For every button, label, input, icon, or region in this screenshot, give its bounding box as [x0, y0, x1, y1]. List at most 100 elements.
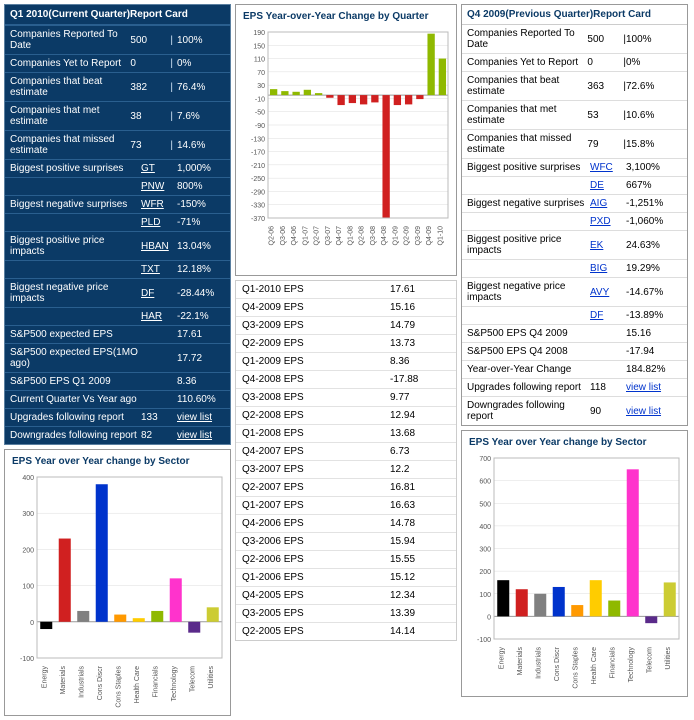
- report-row: S&P500 EPS Q4 200915.16: [462, 325, 687, 343]
- eps-row: Q1-2008 EPS13.68: [236, 425, 456, 443]
- panel-title: Q4 2009(Previous Quarter)Report Card: [462, 5, 687, 25]
- ticker-link[interactable]: HBAN: [141, 241, 169, 252]
- eps-label: Q1-2007 EPS: [242, 500, 390, 511]
- report-row: Biggest positive price impactsEK24.63%: [462, 231, 687, 260]
- svg-text:Q3-07: Q3-07: [325, 226, 332, 246]
- eps-row: Q3-2009 EPS14.79: [236, 317, 456, 335]
- row-label: Biggest negative surprises: [10, 199, 141, 210]
- report-row: Downgrades following report90view list: [462, 397, 687, 425]
- eps-value: 15.12: [390, 572, 450, 583]
- ticker-link[interactable]: AIG: [590, 198, 607, 209]
- row-label: Downgrades following report: [10, 430, 141, 441]
- row-label: S&P500 expected EPS: [10, 329, 141, 340]
- ticker-link[interactable]: GT: [141, 163, 155, 174]
- ticker-link[interactable]: EK: [590, 240, 603, 251]
- svg-text:Financials: Financials: [609, 647, 616, 679]
- eps-row: Q1-2006 EPS15.12: [236, 569, 456, 587]
- ticker-link[interactable]: DF: [141, 288, 154, 299]
- ticker-link[interactable]: WFR: [141, 199, 164, 210]
- view-list-link[interactable]: view list: [626, 406, 661, 417]
- eps-row: Q2-2005 EPS14.14: [236, 623, 456, 640]
- report-row: Biggest negative surprisesAIG-1,251%: [462, 195, 687, 213]
- svg-text:Q1-09: Q1-09: [392, 226, 399, 246]
- ticker-link[interactable]: PLD: [141, 217, 160, 228]
- svg-text:Q3-08: Q3-08: [370, 226, 377, 246]
- row-label: Companies that beat estimate: [467, 75, 587, 97]
- eps-row: Q1-2009 EPS8.36: [236, 353, 456, 371]
- eps-label: Q1-2006 EPS: [242, 572, 390, 583]
- row-label: Upgrades following report: [10, 412, 141, 423]
- row-value-2: 17.72: [177, 353, 225, 364]
- svg-text:Q4-07: Q4-07: [336, 226, 343, 246]
- ticker-link[interactable]: DE: [590, 180, 604, 191]
- ticker-link[interactable]: TXT: [141, 264, 160, 275]
- view-list-link[interactable]: view list: [177, 430, 212, 441]
- eps-label: Q1-2010 EPS: [242, 284, 390, 295]
- row-value-2: 72.6%: [626, 81, 682, 92]
- report-row: Downgrades following report82view list: [5, 426, 230, 444]
- svg-text:100: 100: [479, 592, 491, 599]
- row-value-2: 1,000%: [177, 163, 225, 174]
- svg-text:400: 400: [22, 475, 34, 482]
- row-value-2: 8.36: [177, 376, 225, 387]
- svg-text:-10: -10: [255, 96, 265, 103]
- view-list-link[interactable]: view list: [177, 412, 212, 423]
- row-value-2: -1,060%: [626, 216, 682, 227]
- chart-title: EPS Year over Year change by Sector: [9, 454, 226, 473]
- eps-label: Q3-2007 EPS: [242, 464, 390, 475]
- row-value-2: -1,251%: [626, 198, 682, 209]
- svg-text:Telecom: Telecom: [189, 666, 196, 692]
- row-value-2: 0%: [626, 57, 682, 68]
- row-label: Year-over-Year Change: [467, 364, 590, 375]
- svg-text:30: 30: [257, 83, 265, 90]
- svg-text:Technology: Technology: [628, 647, 635, 683]
- row-value-2: 76.4%: [177, 82, 225, 93]
- row-value-2: 14.6%: [177, 140, 225, 151]
- svg-text:Materials: Materials: [517, 647, 524, 676]
- view-list-link[interactable]: view list: [626, 382, 661, 393]
- report-row: S&P500 expected EPS17.61: [5, 325, 230, 343]
- svg-text:Industrials: Industrials: [78, 666, 85, 698]
- ticker-link[interactable]: PNW: [141, 181, 164, 192]
- svg-text:Financials: Financials: [152, 666, 159, 698]
- svg-text:Q1-07: Q1-07: [302, 226, 309, 246]
- svg-text:Cons Staples: Cons Staples: [115, 666, 122, 708]
- svg-text:Utilities: Utilities: [208, 666, 215, 689]
- eps-value: 12.34: [390, 590, 450, 601]
- eps-row: Q2-2006 EPS15.55: [236, 551, 456, 569]
- row-value-2: 667%: [626, 180, 682, 191]
- eps-value: 13.73: [390, 338, 450, 349]
- report-row: PLD-71%: [5, 213, 230, 231]
- report-row: Companies that beat estimate382|76.4%: [5, 72, 230, 101]
- eps-label: Q4-2007 EPS: [242, 446, 390, 457]
- eps-row: Q3-2008 EPS9.77: [236, 389, 456, 407]
- eps-value: 9.77: [390, 392, 450, 403]
- eps-label: Q2-2006 EPS: [242, 554, 390, 565]
- eps-label: Q2-2007 EPS: [242, 482, 390, 493]
- ticker-link[interactable]: BIG: [590, 263, 607, 274]
- row-value-2: 0%: [177, 58, 225, 69]
- row-value-2: 100%: [626, 34, 682, 45]
- eps-value: 14.14: [390, 626, 450, 637]
- eps-label: Q2-2009 EPS: [242, 338, 390, 349]
- eps-row: Q4-2006 EPS14.78: [236, 515, 456, 533]
- sector-chart-right: EPS Year over Year change by Sector -100…: [461, 430, 688, 697]
- eps-value: 13.39: [390, 608, 450, 619]
- svg-text:Cons Staples: Cons Staples: [572, 647, 579, 689]
- ticker-link[interactable]: WFC: [590, 162, 613, 173]
- row-value-2: 19.29%: [626, 263, 682, 274]
- ticker-link[interactable]: AVY: [590, 287, 609, 298]
- eps-value: 17.61: [390, 284, 450, 295]
- report-row: Companies Reported To Date500|100%: [462, 25, 687, 54]
- eps-history-list: Q1-2010 EPS17.61Q4-2009 EPS15.16Q3-2009 …: [235, 280, 457, 641]
- report-row: Biggest negative surprisesWFR-150%: [5, 195, 230, 213]
- ticker-link[interactable]: PXD: [590, 216, 611, 227]
- ticker-link[interactable]: HAR: [141, 311, 162, 322]
- row-label: Biggest positive price impacts: [467, 234, 590, 256]
- report-row: BIG 19.29%: [462, 260, 687, 278]
- eps-value: 16.81: [390, 482, 450, 493]
- row-value-1: 0: [130, 58, 166, 69]
- eps-row: Q2-2007 EPS16.81: [236, 479, 456, 497]
- ticker-link[interactable]: DF: [590, 310, 603, 321]
- eps-label: Q4-2005 EPS: [242, 590, 390, 601]
